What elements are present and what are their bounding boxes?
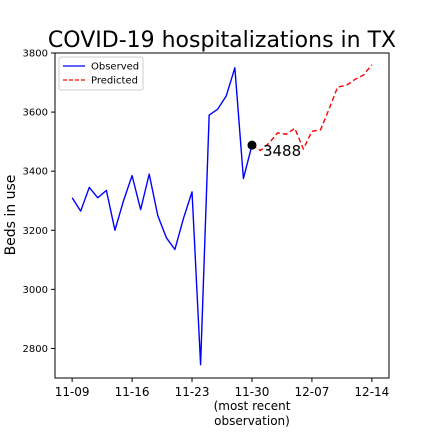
y-tick-label: 3600 bbox=[23, 108, 48, 119]
x-tick-label: 11-30 bbox=[235, 385, 270, 399]
legend-label-predicted: Predicted bbox=[91, 76, 138, 87]
x-axis-label-line-1: (most recent bbox=[214, 399, 291, 413]
series-line-observed bbox=[71, 67, 253, 366]
y-tick-label: 3000 bbox=[23, 285, 48, 296]
x-tick-label: 11-23 bbox=[175, 385, 210, 399]
legend: Observed Predicted bbox=[58, 56, 144, 91]
legend-label-observed: Observed bbox=[91, 62, 139, 73]
annotation-marker bbox=[247, 140, 257, 150]
series-line-predicted bbox=[251, 64, 373, 152]
x-tick-label: 11-09 bbox=[55, 385, 90, 399]
x-tick-label: 12-07 bbox=[294, 385, 329, 399]
chart-title: COVID-19 hospitalizations in TX bbox=[48, 28, 396, 53]
series-lines bbox=[71, 64, 373, 366]
y-tick-label: 2800 bbox=[23, 344, 48, 355]
legend-box bbox=[58, 56, 144, 91]
x-axis: 11-09 11-16 11-23 11-30 12-07 12-14 bbox=[55, 378, 389, 399]
annotation-label: 3488 bbox=[263, 142, 301, 160]
y-tick-label: 3200 bbox=[23, 226, 48, 237]
x-axis-label-line-2: observation) bbox=[214, 414, 290, 428]
y-axis: 2800 3000 3200 3400 3600 3800 bbox=[23, 49, 55, 355]
x-tick-label: 11-16 bbox=[115, 385, 150, 399]
y-axis-label: Beds in use bbox=[3, 175, 19, 256]
y-tick-label: 3400 bbox=[23, 167, 48, 178]
y-tick-label: 3800 bbox=[23, 49, 48, 60]
plot-frame bbox=[54, 52, 390, 379]
x-tick-label: 12-14 bbox=[354, 385, 389, 399]
